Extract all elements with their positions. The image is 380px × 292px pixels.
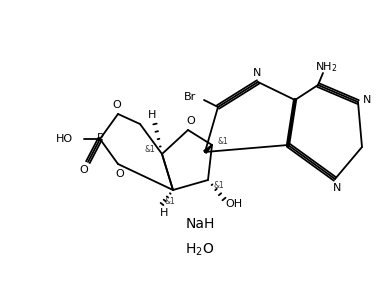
Text: HO: HO	[56, 134, 73, 144]
Text: &1: &1	[214, 180, 224, 190]
Text: &1: &1	[218, 138, 228, 147]
Text: H$_2$O: H$_2$O	[185, 242, 215, 258]
Text: N: N	[253, 68, 261, 78]
Text: OH: OH	[225, 199, 242, 209]
Text: P: P	[97, 133, 103, 143]
Text: H: H	[148, 110, 156, 120]
Text: O: O	[187, 116, 195, 126]
Text: Br: Br	[184, 92, 196, 102]
Polygon shape	[204, 145, 212, 153]
Text: &1: &1	[145, 145, 155, 154]
Text: O: O	[80, 165, 89, 175]
Text: O: O	[116, 169, 124, 179]
Text: NH$_2$: NH$_2$	[315, 60, 337, 74]
Text: O: O	[112, 100, 121, 110]
Text: N: N	[363, 95, 371, 105]
Text: N: N	[333, 183, 341, 193]
Text: NaH: NaH	[185, 217, 215, 231]
Text: H: H	[160, 208, 168, 218]
Text: &1: &1	[165, 197, 176, 206]
